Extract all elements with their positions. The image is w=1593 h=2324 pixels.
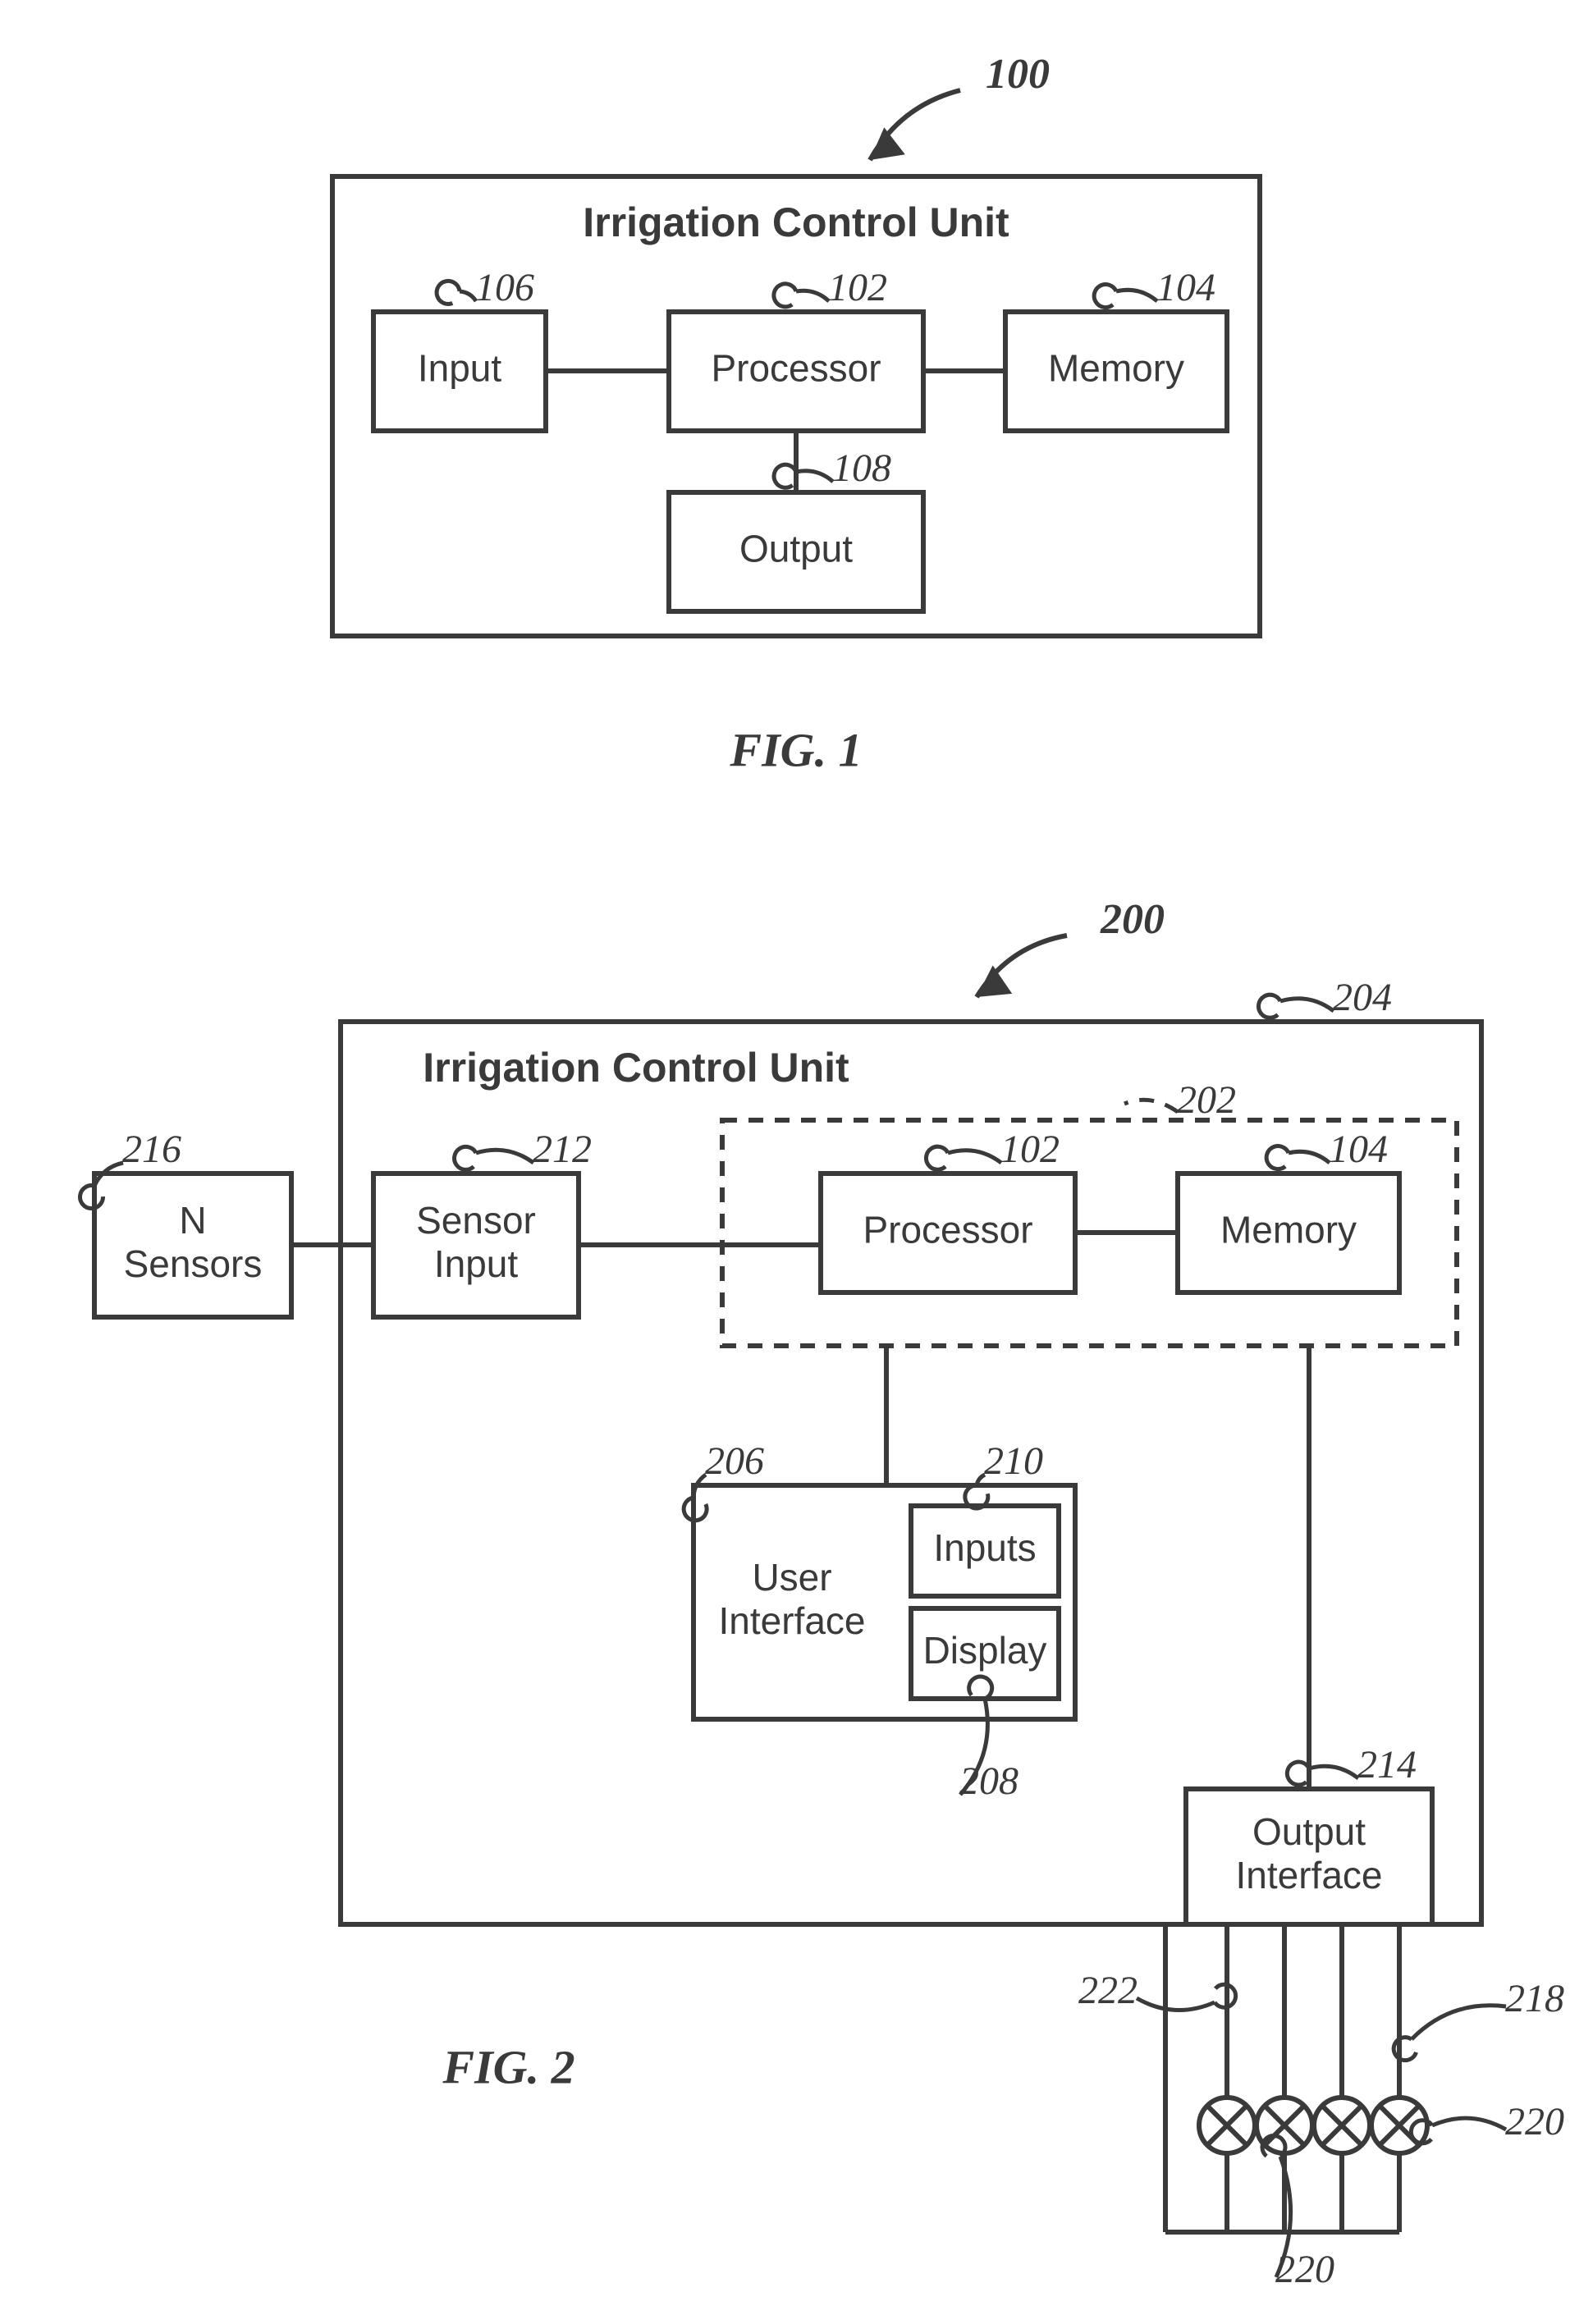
svg-text:204: 204 [1333, 976, 1392, 1019]
svg-text:Processor: Processor [711, 347, 881, 390]
svg-text:220: 220 [1505, 2100, 1564, 2143]
svg-text:214: 214 [1357, 1743, 1417, 1786]
svg-text:Irrigation Control Unit: Irrigation Control Unit [583, 199, 1009, 245]
svg-text:FIG. 1: FIG. 1 [729, 723, 862, 776]
svg-text:104: 104 [1329, 1128, 1388, 1171]
svg-text:Input: Input [434, 1242, 519, 1285]
svg-text:212: 212 [533, 1128, 592, 1171]
svg-text:216: 216 [122, 1128, 181, 1171]
svg-text:User: User [752, 1556, 831, 1599]
svg-text:218: 218 [1505, 1977, 1564, 2020]
svg-text:206: 206 [705, 1439, 764, 1483]
svg-text:Inputs: Inputs [933, 1526, 1036, 1569]
svg-text:N: N [179, 1199, 206, 1242]
svg-text:Output: Output [1252, 1810, 1366, 1853]
svg-text:Output: Output [739, 528, 853, 570]
svg-text:Sensors: Sensors [124, 1242, 263, 1285]
svg-text:202: 202 [1177, 1078, 1236, 1122]
svg-text:FIG. 2: FIG. 2 [442, 2040, 574, 2093]
svg-text:102: 102 [1000, 1128, 1060, 1171]
svg-text:Input: Input [418, 347, 502, 390]
svg-text:Memory: Memory [1048, 347, 1184, 390]
svg-text:Interface: Interface [719, 1599, 866, 1642]
svg-text:Memory: Memory [1220, 1209, 1357, 1251]
svg-text:100: 100 [986, 51, 1050, 98]
svg-text:222: 222 [1078, 1969, 1138, 2012]
svg-text:Processor: Processor [863, 1209, 1032, 1251]
svg-text:Display: Display [923, 1629, 1047, 1672]
svg-text:104: 104 [1156, 266, 1215, 309]
svg-text:106: 106 [475, 266, 534, 309]
svg-text:Sensor: Sensor [416, 1199, 536, 1242]
svg-text:Interface: Interface [1236, 1854, 1383, 1896]
svg-text:108: 108 [832, 446, 891, 490]
svg-text:102: 102 [828, 266, 887, 309]
svg-text:Irrigation Control Unit: Irrigation Control Unit [423, 1045, 849, 1091]
svg-text:200: 200 [1100, 896, 1165, 943]
svg-text:210: 210 [984, 1439, 1043, 1483]
